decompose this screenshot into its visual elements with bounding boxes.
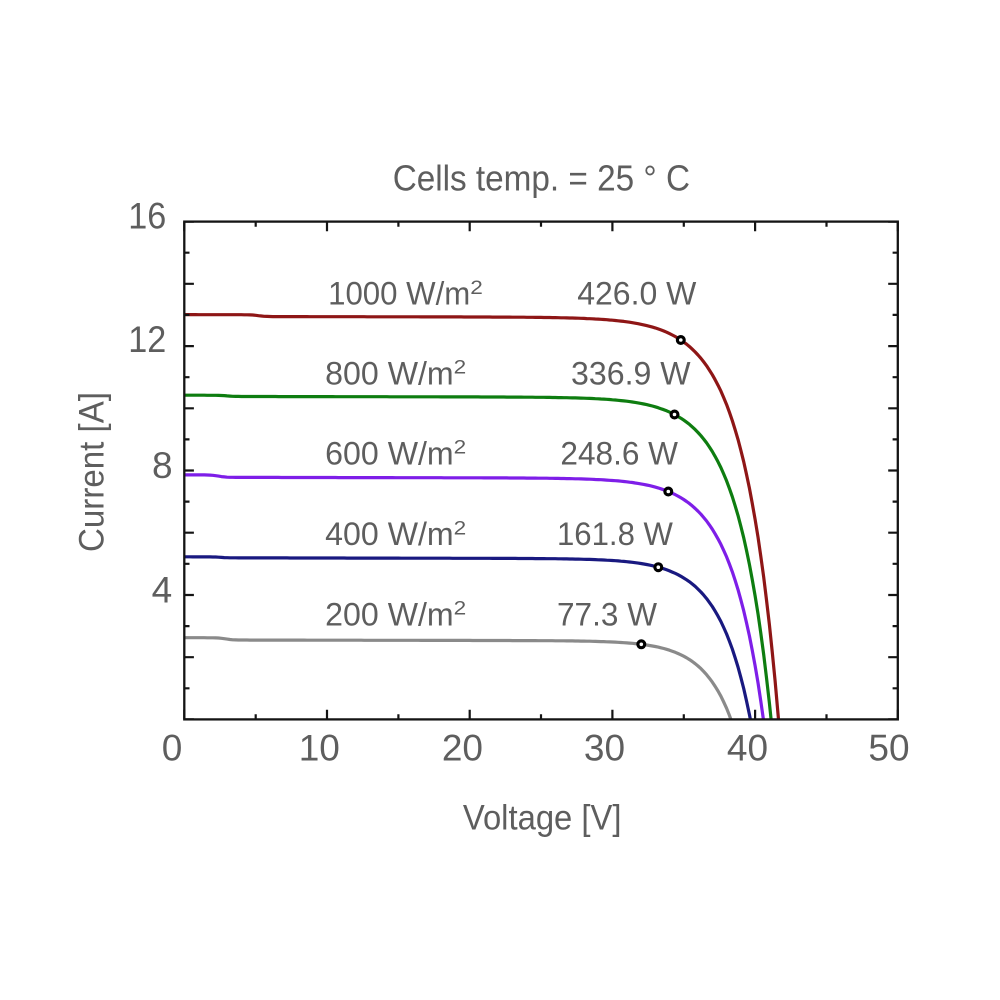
svg-text:20: 20 xyxy=(442,727,483,768)
svg-text:1000 W/m2: 1000 W/m2 xyxy=(328,276,483,312)
svg-text:4: 4 xyxy=(152,570,173,611)
svg-text:40: 40 xyxy=(727,727,768,768)
svg-text:50: 50 xyxy=(868,727,909,768)
svg-text:200 W/m2: 200 W/m2 xyxy=(325,596,466,632)
svg-text:10: 10 xyxy=(299,727,340,768)
svg-text:12: 12 xyxy=(128,319,166,360)
svg-text:77.3 W: 77.3 W xyxy=(557,596,658,632)
svg-text:800 W/m2: 800 W/m2 xyxy=(325,355,466,391)
svg-text:336.9 W: 336.9 W xyxy=(571,355,691,391)
svg-text:30: 30 xyxy=(584,727,625,768)
svg-text:8: 8 xyxy=(152,445,173,486)
svg-text:400 W/m2: 400 W/m2 xyxy=(325,516,466,552)
svg-text:Voltage [V]: Voltage [V] xyxy=(463,799,622,838)
svg-text:16: 16 xyxy=(128,196,166,237)
svg-text:0: 0 xyxy=(162,727,183,768)
svg-text:Cells temp. = 25 ° C: Cells temp. = 25 ° C xyxy=(393,158,690,199)
svg-text:161.8 W: 161.8 W xyxy=(557,516,674,552)
svg-text:Current [A]: Current [A] xyxy=(72,392,111,552)
svg-text:426.0 W: 426.0 W xyxy=(577,276,697,312)
svg-text:600 W/m2: 600 W/m2 xyxy=(325,435,466,471)
svg-text:248.6 W: 248.6 W xyxy=(560,435,678,471)
